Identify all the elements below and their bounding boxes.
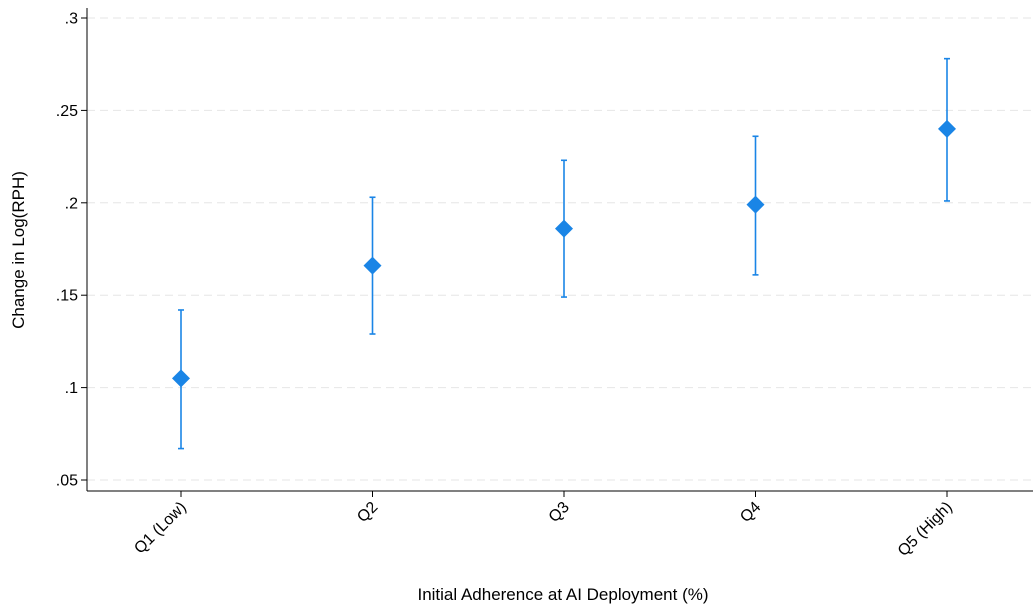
x-axis-title: Initial Adherence at AI Deployment (%)	[417, 585, 708, 604]
y-axis-title: Change in Log(RPH)	[9, 171, 28, 329]
y-tick-label: .15	[56, 288, 78, 305]
x-tick-label: Q1 (Low)	[131, 499, 190, 558]
y-tick-label: .1	[65, 380, 78, 397]
error-bars	[178, 57, 950, 450]
data-point	[172, 369, 190, 388]
y-ticks: .05 .1 .15 .2 .25 .3	[56, 11, 87, 490]
x-ticks: Q1 (Low) Q2 Q3 Q4 Q5 (High)	[131, 491, 956, 560]
data-point	[746, 195, 765, 214]
y-tick-label: .05	[56, 473, 78, 490]
data-point	[555, 219, 573, 238]
y-tick-label: .2	[65, 195, 78, 212]
grid-lines	[87, 17, 1033, 481]
y-tick-label: .25	[56, 103, 78, 120]
axes	[86, 8, 1033, 492]
data-points	[172, 119, 956, 388]
x-tick-label: Q5 (High)	[895, 499, 956, 560]
data-point	[363, 256, 382, 275]
x-tick-label: Q4	[737, 499, 764, 526]
x-tick-label: Q3	[546, 499, 573, 526]
y-tick-label: .3	[65, 11, 78, 28]
data-point	[938, 119, 956, 138]
x-tick-label: Q2	[354, 499, 381, 526]
